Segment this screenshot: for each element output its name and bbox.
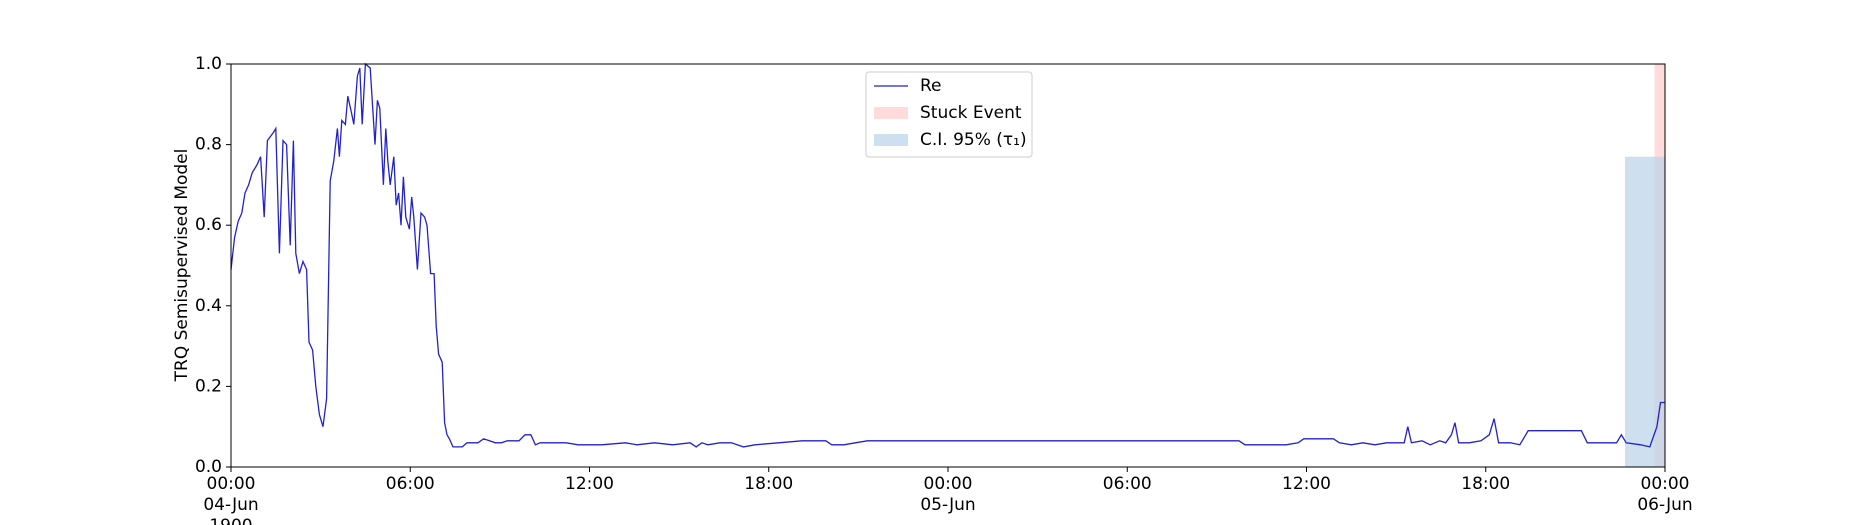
legend-label: Re (920, 76, 942, 96)
legend-label: C.I. 95% (τ₁) (920, 130, 1027, 150)
legend-patch (874, 134, 908, 146)
legend-patch (874, 107, 908, 119)
x-tick-label: 06:00 (386, 474, 435, 494)
legend-label: Stuck Event (920, 103, 1022, 123)
y-tick-label: 0.8 (195, 135, 222, 155)
x-tick-label: 12:00 (1282, 474, 1331, 494)
y-tick-label: 1.0 (195, 54, 222, 74)
shaded-span (1624, 156, 1665, 467)
x-tick-label: 12:00 (565, 474, 614, 494)
y-tick-label: 0.2 (195, 376, 222, 396)
x-tick-label: 00:00 06-Jun (1637, 474, 1692, 515)
y-tick-label: 0.0 (195, 457, 222, 477)
x-tick-label: 18:00 (744, 474, 793, 494)
y-tick-label: 0.4 (195, 296, 222, 316)
x-tick-label: 18:00 (1461, 474, 1510, 494)
legend: Re Stuck Event C.I. 95% (τ₁) (865, 71, 1033, 158)
line (230, 62, 1665, 448)
y-axis-label: TRQ Semisupervised Model (172, 149, 192, 383)
x-tick-label: 06:00 (1103, 474, 1152, 494)
y-tick-label: 0.6 (195, 215, 222, 235)
x-tick-label: 00:00 05-Jun (920, 474, 975, 515)
